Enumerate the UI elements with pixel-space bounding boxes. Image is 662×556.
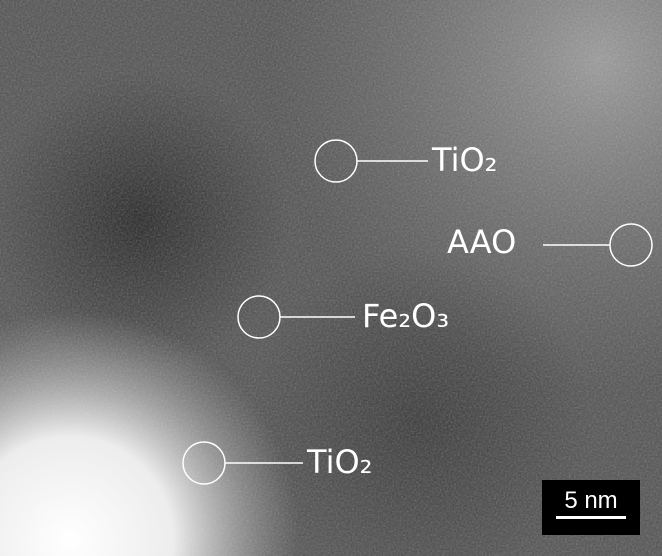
- scale-bar: 5 nm: [542, 480, 640, 535]
- label: Fe₂O₃: [362, 297, 449, 335]
- micrograph: TiO₂ AAO Fe₂O₃ TiO₂ 5 nm: [0, 0, 662, 556]
- label: TiO₂: [431, 141, 497, 179]
- scale-line: [556, 516, 626, 519]
- scale-label: 5 nm: [564, 487, 617, 514]
- label: TiO₂: [306, 443, 372, 481]
- label: AAO: [447, 223, 516, 261]
